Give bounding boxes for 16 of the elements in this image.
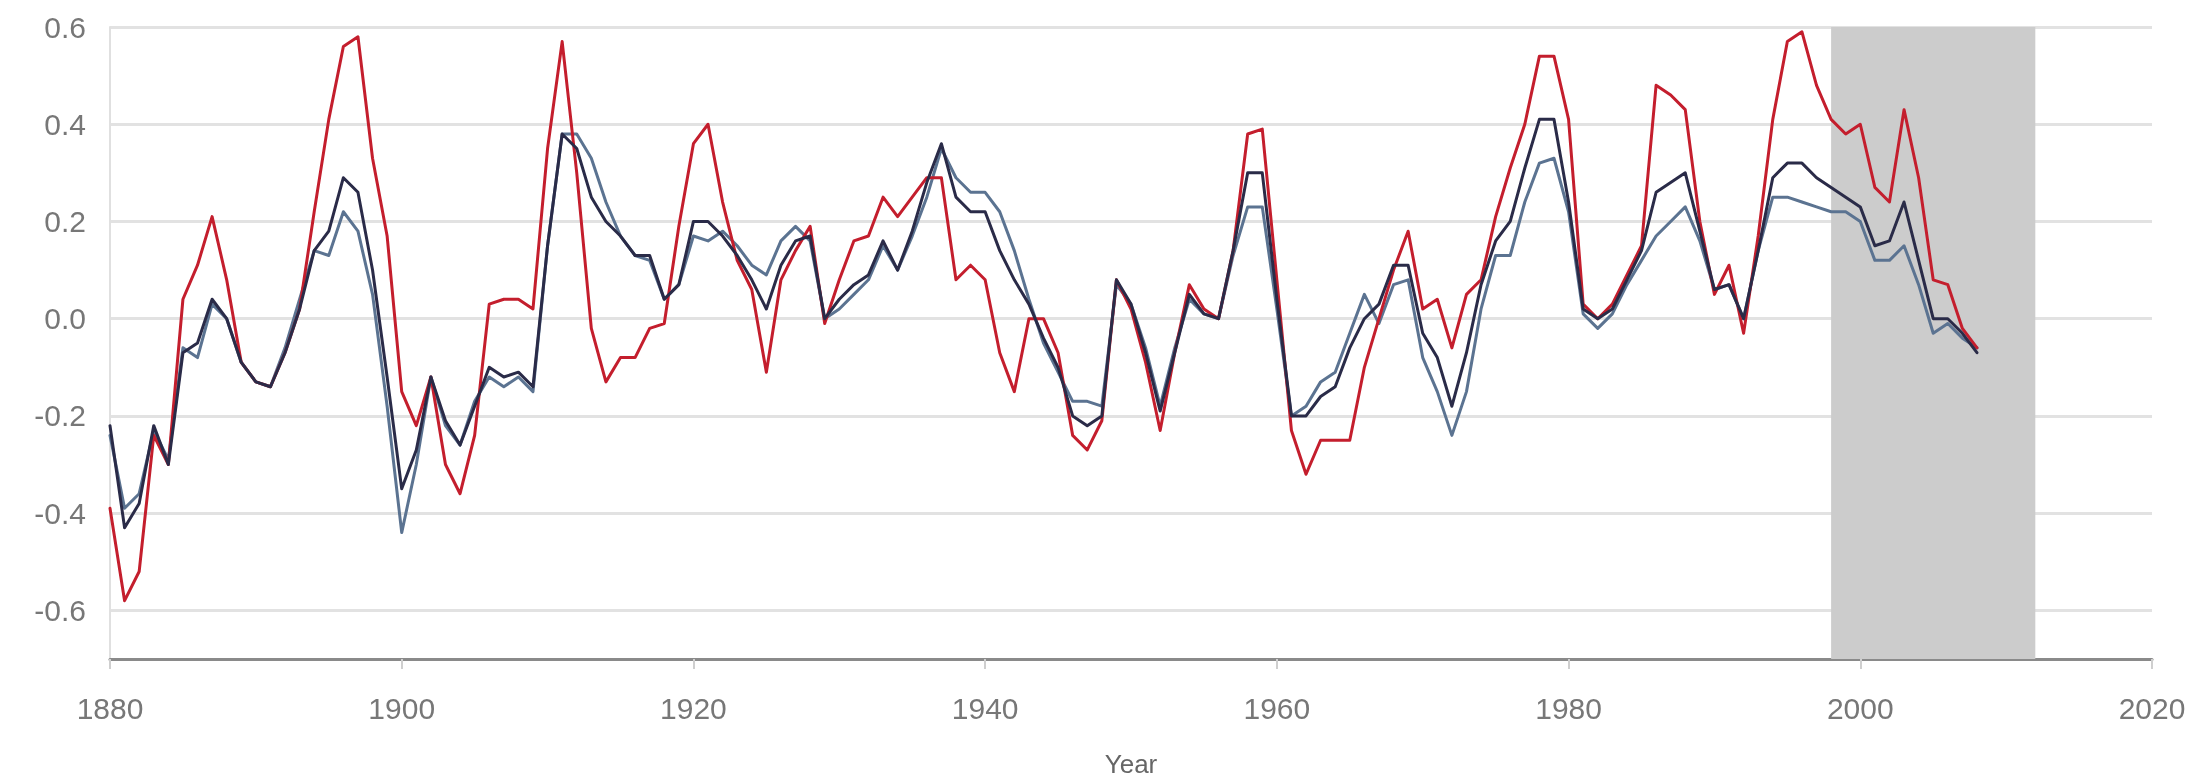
- x-tick-label: 1960: [1243, 691, 1311, 725]
- y-tick-label: 0.6: [44, 10, 86, 44]
- y-tick-label: -0.6: [34, 593, 86, 627]
- x-axis-title: Year: [1104, 749, 1158, 779]
- y-tick-label: -0.2: [34, 399, 86, 433]
- x-tick-label: 2020: [2118, 691, 2186, 725]
- x-tick-label: 1980: [1535, 691, 1602, 725]
- y-tick-label: 0.2: [44, 204, 86, 238]
- x-tick-label: 1920: [660, 691, 727, 725]
- x-tick-label: 2000: [1826, 691, 1894, 725]
- x-tick-label: 1880: [76, 691, 144, 725]
- x-tick-label: 1900: [368, 691, 436, 725]
- y-tick-label: 0.0: [44, 302, 86, 336]
- y-tick-label: -0.4: [34, 496, 86, 530]
- x-tick-label: 1940: [951, 691, 1019, 725]
- y-tick-label: 0.4: [44, 107, 86, 141]
